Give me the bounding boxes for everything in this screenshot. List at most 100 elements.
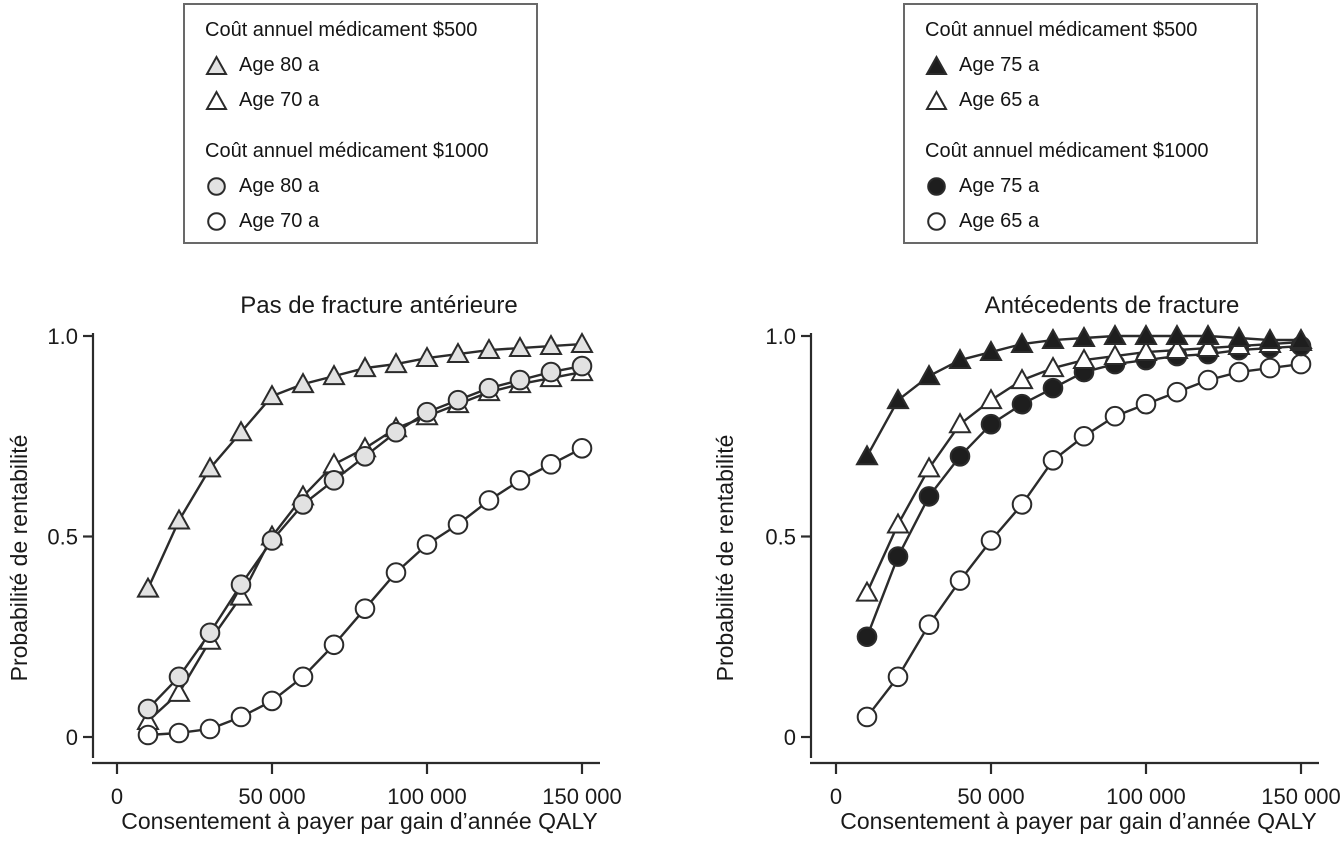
white-triangle-marker xyxy=(322,452,346,474)
white-triangle-marker xyxy=(1134,339,1158,362)
gray-circle-marker xyxy=(230,574,252,595)
white-circle-marker xyxy=(1259,357,1281,379)
gray-triangle-marker xyxy=(291,372,315,394)
white-triangle-marker xyxy=(979,388,1003,410)
gray-triangle-marker xyxy=(415,345,439,368)
gray-triangle-marker xyxy=(167,508,191,530)
x-tick-label: 50 000 xyxy=(957,784,1024,809)
white-circle-marker xyxy=(1042,450,1064,471)
white-circle-icon xyxy=(927,211,946,231)
white-circle-marker xyxy=(230,706,252,728)
legend-group-title: Coût annuel médicament $1000 xyxy=(925,140,1209,162)
chart-fracture-history: Antécedents de fracture 0 0.5 1.0 Probabilit… xyxy=(712,292,1341,834)
legend-group-title: Coût annuel médicament $1000 xyxy=(205,140,489,162)
white-triangle-marker xyxy=(948,412,972,434)
gray-triangle-marker xyxy=(477,337,501,360)
white-triangle-icon xyxy=(925,89,948,110)
white-circle-marker xyxy=(509,470,531,491)
white-circle-marker xyxy=(1011,494,1033,515)
white-circle-marker xyxy=(540,454,562,475)
gray-triangle-marker xyxy=(229,420,253,442)
black-triangle-marker xyxy=(1010,331,1034,354)
white-circle-icon xyxy=(207,211,226,231)
black-triangle-marker xyxy=(886,388,910,410)
white-triangle-marker xyxy=(1072,348,1096,370)
gray-triangle-marker xyxy=(353,356,377,378)
white-circle-marker xyxy=(1104,405,1126,427)
black-triangle-marker xyxy=(948,348,972,370)
legend-item-label: Age 65 a xyxy=(959,88,1040,111)
gray-circle-marker xyxy=(571,355,593,377)
legend-group-title: Coût annuel médicament $500 xyxy=(925,19,1198,41)
white-circle-marker xyxy=(887,666,909,688)
white-circle-marker xyxy=(447,514,469,535)
white-circle-marker xyxy=(168,722,190,744)
x-tick-label: 50 000 xyxy=(238,784,305,809)
legend-item-label: Age 80 a xyxy=(239,53,320,76)
legend-item: Age 75 a xyxy=(925,173,1256,199)
x-tick-label: 0 xyxy=(830,784,842,809)
black-triangle-marker xyxy=(1072,325,1096,348)
legend-item-label: Age 80 a xyxy=(239,174,320,197)
gray-circle-marker xyxy=(447,389,469,411)
white-circle-marker xyxy=(949,570,971,591)
legend-item: Age 80 a xyxy=(205,52,536,78)
legend-item: Age 65 a xyxy=(925,87,1256,113)
white-circle-marker xyxy=(1197,369,1219,391)
white-circle-line xyxy=(866,362,1302,718)
white-circle-marker xyxy=(1290,353,1312,375)
gray-circle-marker xyxy=(168,666,190,688)
white-circle-marker xyxy=(1228,361,1250,383)
gray-triangle-marker xyxy=(322,364,346,386)
gray-circle-line xyxy=(147,364,583,710)
black-triangle-marker xyxy=(1134,323,1158,345)
white-triangle-marker xyxy=(1165,337,1189,360)
white-circle-line xyxy=(147,447,583,737)
x-tick-label: 150 000 xyxy=(1261,784,1341,809)
black-circle-icon xyxy=(927,176,946,196)
black-triangle-marker xyxy=(855,444,879,466)
white-triangle-marker xyxy=(1196,335,1220,358)
white-triangle-line xyxy=(147,370,583,722)
white-triangle-marker xyxy=(167,680,191,702)
white-circle-marker xyxy=(856,706,878,728)
white-circle-marker xyxy=(478,490,500,511)
gray-triangle-icon xyxy=(205,54,228,75)
black-circle-marker xyxy=(980,413,1002,435)
legend-item-label: Age 75 a xyxy=(959,53,1040,76)
x-tick-label: 100 000 xyxy=(387,784,467,809)
legend-left: Coût annuel médicament $500 Age 80 a Age… xyxy=(183,3,538,244)
black-triangle-marker xyxy=(1103,323,1127,345)
gray-triangle-marker xyxy=(136,576,160,598)
gray-circle-marker xyxy=(137,698,159,720)
black-triangle-icon xyxy=(925,54,948,75)
black-circle-marker xyxy=(918,486,940,507)
black-triangle-marker xyxy=(1289,327,1313,350)
legend-item-label: Age 70 a xyxy=(239,88,320,111)
black-circle-marker xyxy=(1011,393,1033,415)
white-triangle-marker xyxy=(917,456,941,478)
black-triangle-marker xyxy=(917,364,941,386)
white-triangle-marker xyxy=(1041,356,1065,378)
y-tick-label: 0.5 xyxy=(47,525,78,550)
x-axis-title: Consentement à payer par gain d’année QA… xyxy=(121,808,598,834)
chart-no-prior-fracture: Pas de fracture antérieure 0 0.5 1.0 Probabi… xyxy=(6,292,622,834)
gray-circle-marker xyxy=(385,421,407,443)
legend-item: Age 70 a xyxy=(205,87,536,113)
legend-item: Age 80 a xyxy=(205,173,536,199)
black-triangle-marker xyxy=(1196,323,1220,345)
white-circle-marker xyxy=(261,690,283,712)
white-circle-marker xyxy=(1166,381,1188,403)
white-circle-marker xyxy=(1135,393,1157,415)
white-circle-marker xyxy=(199,718,221,740)
black-triangle-marker xyxy=(1165,323,1189,345)
gray-circle-marker xyxy=(292,494,314,515)
white-circle-marker xyxy=(385,562,407,583)
gray-circle-marker xyxy=(416,401,438,423)
gray-triangle-marker xyxy=(508,335,532,358)
gray-triangle-marker xyxy=(570,331,594,354)
gray-circle-marker xyxy=(540,361,562,383)
white-circle-marker xyxy=(416,534,438,555)
white-circle-marker xyxy=(292,666,314,688)
